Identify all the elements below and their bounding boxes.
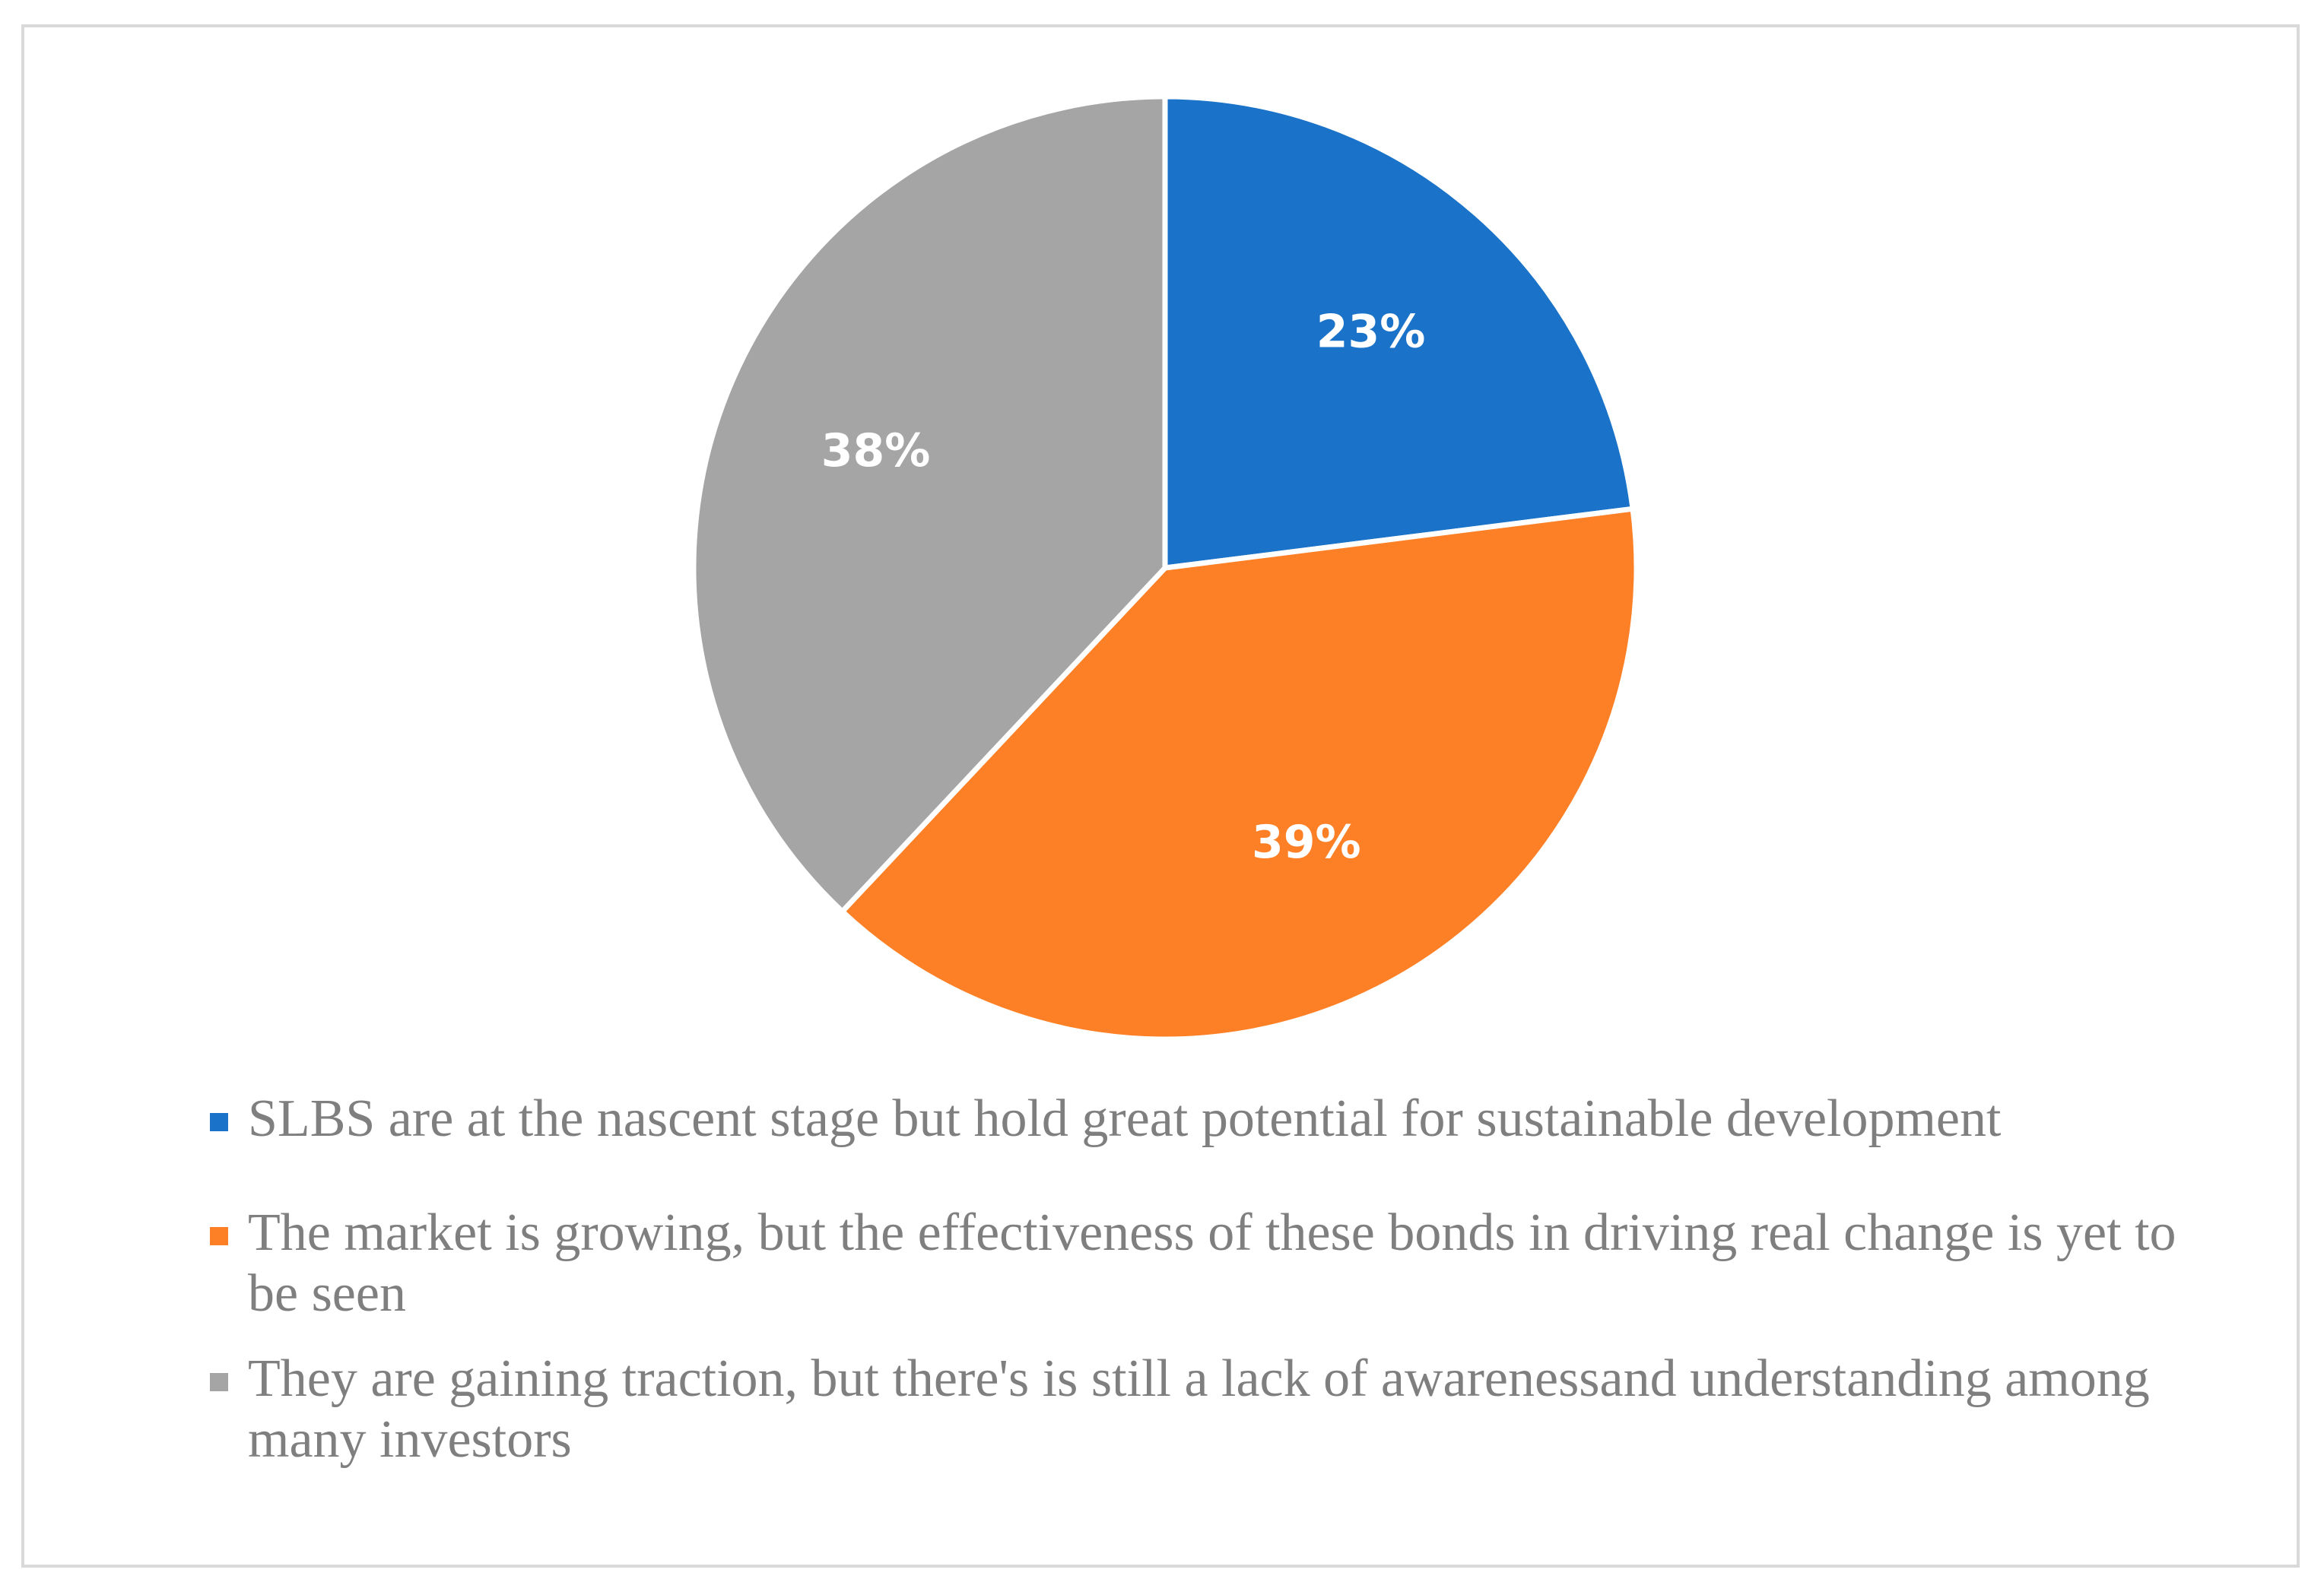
- pie-slice-2: [691, 94, 1168, 915]
- legend-item-1: The market is growing, but the effective…: [210, 1203, 2202, 1324]
- pie-slices: [691, 94, 1640, 1042]
- pie-data-labels: 23% 39% 38%: [821, 306, 1426, 870]
- legend-swatch-0: [210, 1113, 228, 1131]
- data-label-0: 23%: [1316, 306, 1426, 359]
- legend-item-0: SLBS are at the nascent stage but hold g…: [210, 1089, 2202, 1149]
- pie-slice-1: [840, 506, 1640, 1042]
- legend-swatch-2: [210, 1373, 228, 1391]
- legend-swatch-1: [210, 1227, 228, 1245]
- pie-slice-0: [1162, 94, 1636, 571]
- legend-item-2: They are gaining traction, but there's i…: [210, 1349, 2202, 1470]
- legend-label-2: They are gaining traction, but there's i…: [248, 1349, 2150, 1469]
- pie-chart: 23% 39% 38%: [691, 94, 1640, 1042]
- legend-label-1: The market is growing, but the effective…: [248, 1203, 2176, 1323]
- legend: SLBS are at the nascent stage but hold g…: [210, 1089, 2202, 1495]
- data-label-2: 38%: [821, 424, 931, 477]
- legend-label-0: SLBS are at the nascent stage but hold g…: [248, 1089, 2002, 1148]
- data-label-1: 39%: [1252, 816, 1361, 869]
